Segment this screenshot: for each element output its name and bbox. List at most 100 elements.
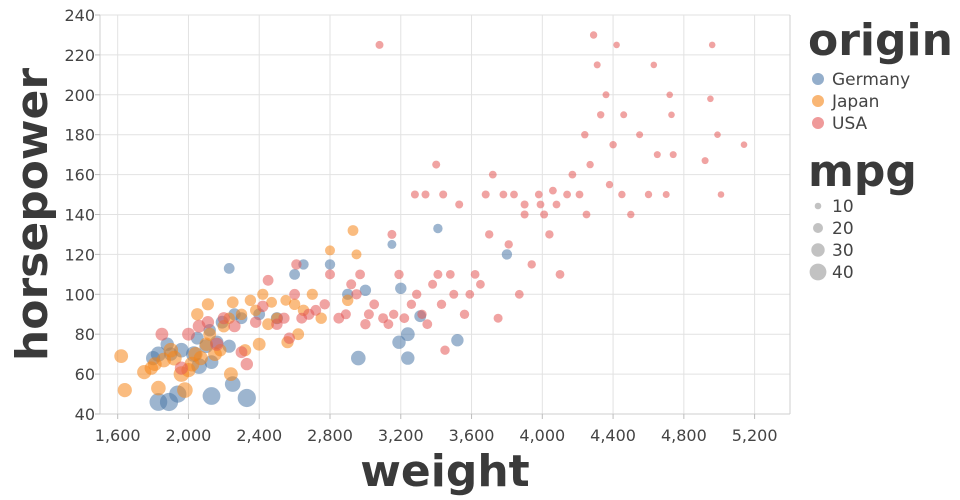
data-point: [250, 316, 262, 328]
size-legend-title: mpg: [808, 146, 917, 197]
data-point: [470, 270, 480, 279]
data-point: [501, 249, 513, 260]
data-point: [436, 299, 447, 309]
data-point: [360, 319, 371, 330]
legend-swatch-germany: [812, 73, 824, 85]
data-point: [177, 382, 193, 398]
data-point: [701, 157, 709, 165]
data-point: [193, 351, 208, 366]
data-point: [609, 141, 617, 149]
x-tick-label: 2,000: [166, 426, 212, 445]
data-point: [540, 210, 549, 219]
data-point: [392, 335, 406, 349]
data-point: [662, 191, 670, 198]
size-legend-label: 20: [832, 219, 854, 239]
data-point: [389, 309, 399, 319]
data-point: [203, 327, 217, 341]
data-point: [605, 180, 614, 189]
data-point: [383, 319, 394, 330]
data-point: [399, 313, 410, 324]
x-tick-label: 4,400: [590, 426, 636, 445]
y-tick-label: 160: [64, 166, 95, 185]
data-point: [217, 312, 230, 325]
data-point: [459, 309, 470, 319]
data-point: [613, 41, 620, 49]
y-tick-label: 80: [75, 325, 95, 344]
data-point: [306, 288, 318, 300]
y-tick-label: 200: [64, 86, 95, 105]
data-point: [289, 269, 300, 280]
data-point: [432, 160, 441, 169]
data-point: [666, 91, 673, 99]
y-axis: 40 60 80 100 120 140 160 180 200 220 240: [64, 6, 101, 424]
data-point: [476, 279, 485, 289]
data-point: [235, 346, 248, 359]
data-point: [280, 294, 292, 306]
data-point: [210, 337, 224, 351]
data-point: [114, 349, 129, 363]
data-point: [201, 316, 215, 329]
data-point: [226, 296, 239, 309]
data-point: [440, 345, 450, 355]
data-point: [288, 298, 301, 310]
data-point: [451, 334, 464, 347]
data-point: [278, 312, 290, 324]
data-point: [552, 200, 561, 209]
data-point: [514, 289, 524, 299]
data-point: [266, 296, 277, 308]
data-point: [714, 131, 721, 138]
data-point: [412, 289, 422, 299]
data-point: [262, 274, 274, 286]
data-point: [520, 210, 529, 219]
data-point: [244, 294, 257, 306]
data-point: [433, 269, 443, 279]
data-point: [636, 131, 644, 139]
data-point: [627, 210, 635, 219]
data-point: [568, 170, 577, 179]
data-point: [488, 170, 497, 179]
data-point: [369, 299, 380, 310]
data-point: [545, 230, 554, 239]
data-point: [422, 319, 433, 330]
x-tick-label: 3,600: [449, 426, 495, 445]
y-tick-label: 60: [75, 365, 95, 384]
size-legend-swatch: [809, 263, 827, 281]
y-tick-label: 220: [64, 46, 95, 65]
data-point: [410, 190, 419, 199]
data-point: [257, 288, 269, 300]
data-point: [359, 284, 372, 296]
data-point: [342, 294, 354, 306]
data-point: [717, 191, 725, 198]
data-point: [325, 245, 335, 256]
data-point: [355, 269, 365, 280]
data-point: [257, 300, 269, 312]
data-point: [291, 259, 302, 270]
data-point: [151, 380, 166, 396]
legend-label-germany: Germany: [832, 70, 910, 90]
data-point: [620, 111, 628, 119]
legend-label-usa: USA: [832, 114, 868, 134]
data-point: [439, 190, 448, 199]
data-point: [618, 190, 626, 199]
data-point: [223, 263, 235, 274]
data-point: [400, 327, 415, 342]
data-point: [707, 95, 714, 103]
data-point: [650, 61, 658, 69]
data-point: [669, 151, 677, 159]
x-axis: 1,600 2,000 2,400 2,800 3,200 3,600 4,000 4,400…: [95, 413, 790, 445]
data-point: [319, 299, 330, 310]
y-tick-label: 100: [64, 285, 95, 304]
data-point: [351, 249, 362, 260]
data-point: [510, 190, 518, 199]
data-point: [520, 200, 529, 209]
data-point: [387, 229, 397, 239]
data-point: [347, 225, 359, 236]
y-tick-label: 240: [64, 6, 95, 25]
data-point: [465, 289, 475, 299]
data-point: [292, 328, 305, 341]
legend-label-japan: Japan: [831, 92, 879, 112]
data-point: [575, 190, 584, 199]
data-point: [586, 160, 594, 169]
data-point: [351, 289, 362, 300]
